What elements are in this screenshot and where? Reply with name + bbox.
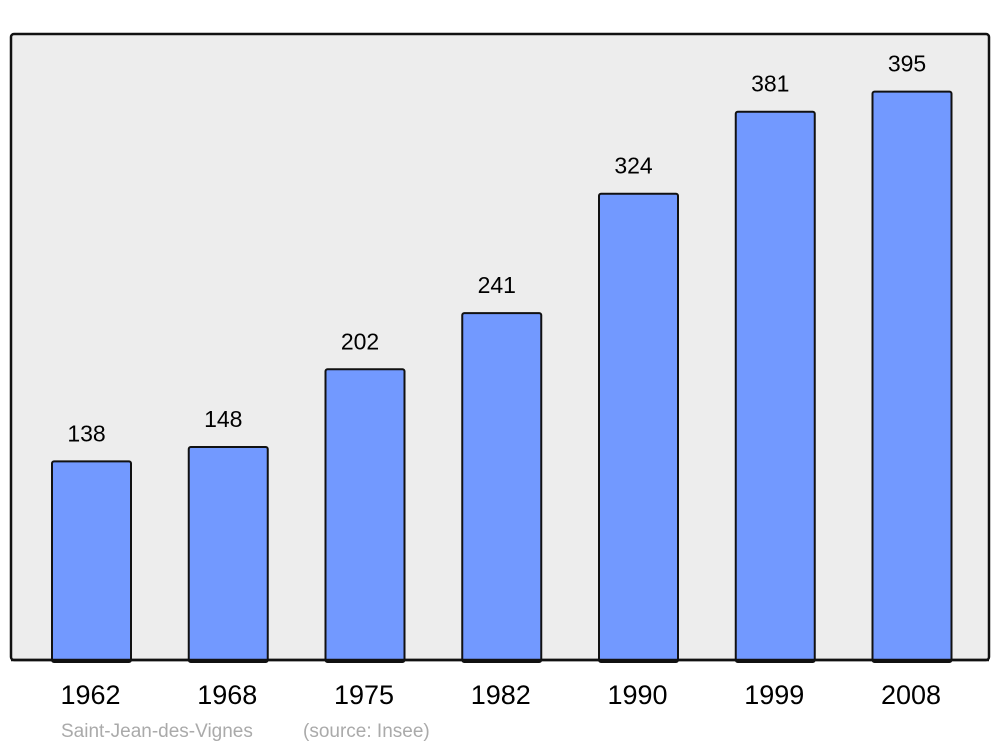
x-tick-label-1962: 1962	[60, 680, 120, 710]
bar-1975	[324, 368, 406, 663]
data-label-1999: 381	[751, 71, 789, 97]
caption-source: (source: Insee)	[303, 721, 430, 742]
bar-2008	[871, 90, 953, 663]
data-label-1990: 324	[614, 153, 653, 179]
x-tick-label-1990: 1990	[607, 680, 667, 710]
bar-1968	[187, 446, 269, 663]
x-tick-label-1968: 1968	[197, 680, 257, 710]
data-label-1962: 138	[67, 420, 105, 446]
bar-1982	[461, 312, 543, 663]
x-tick-label-2008: 2008	[881, 680, 941, 710]
x-tick-label-1982: 1982	[471, 680, 531, 710]
x-tick-label-1999: 1999	[744, 680, 804, 710]
data-label-1968: 148	[204, 406, 242, 432]
data-label-1982: 241	[478, 272, 516, 298]
x-tick-label-1975: 1975	[334, 680, 394, 710]
data-label-2008: 395	[888, 51, 926, 77]
caption-place: Saint-Jean-des-Vignes	[61, 721, 253, 742]
bar-1962	[51, 460, 132, 663]
bar-1999	[734, 110, 816, 664]
bar-1990	[598, 192, 679, 663]
data-label-1975: 202	[341, 328, 379, 354]
